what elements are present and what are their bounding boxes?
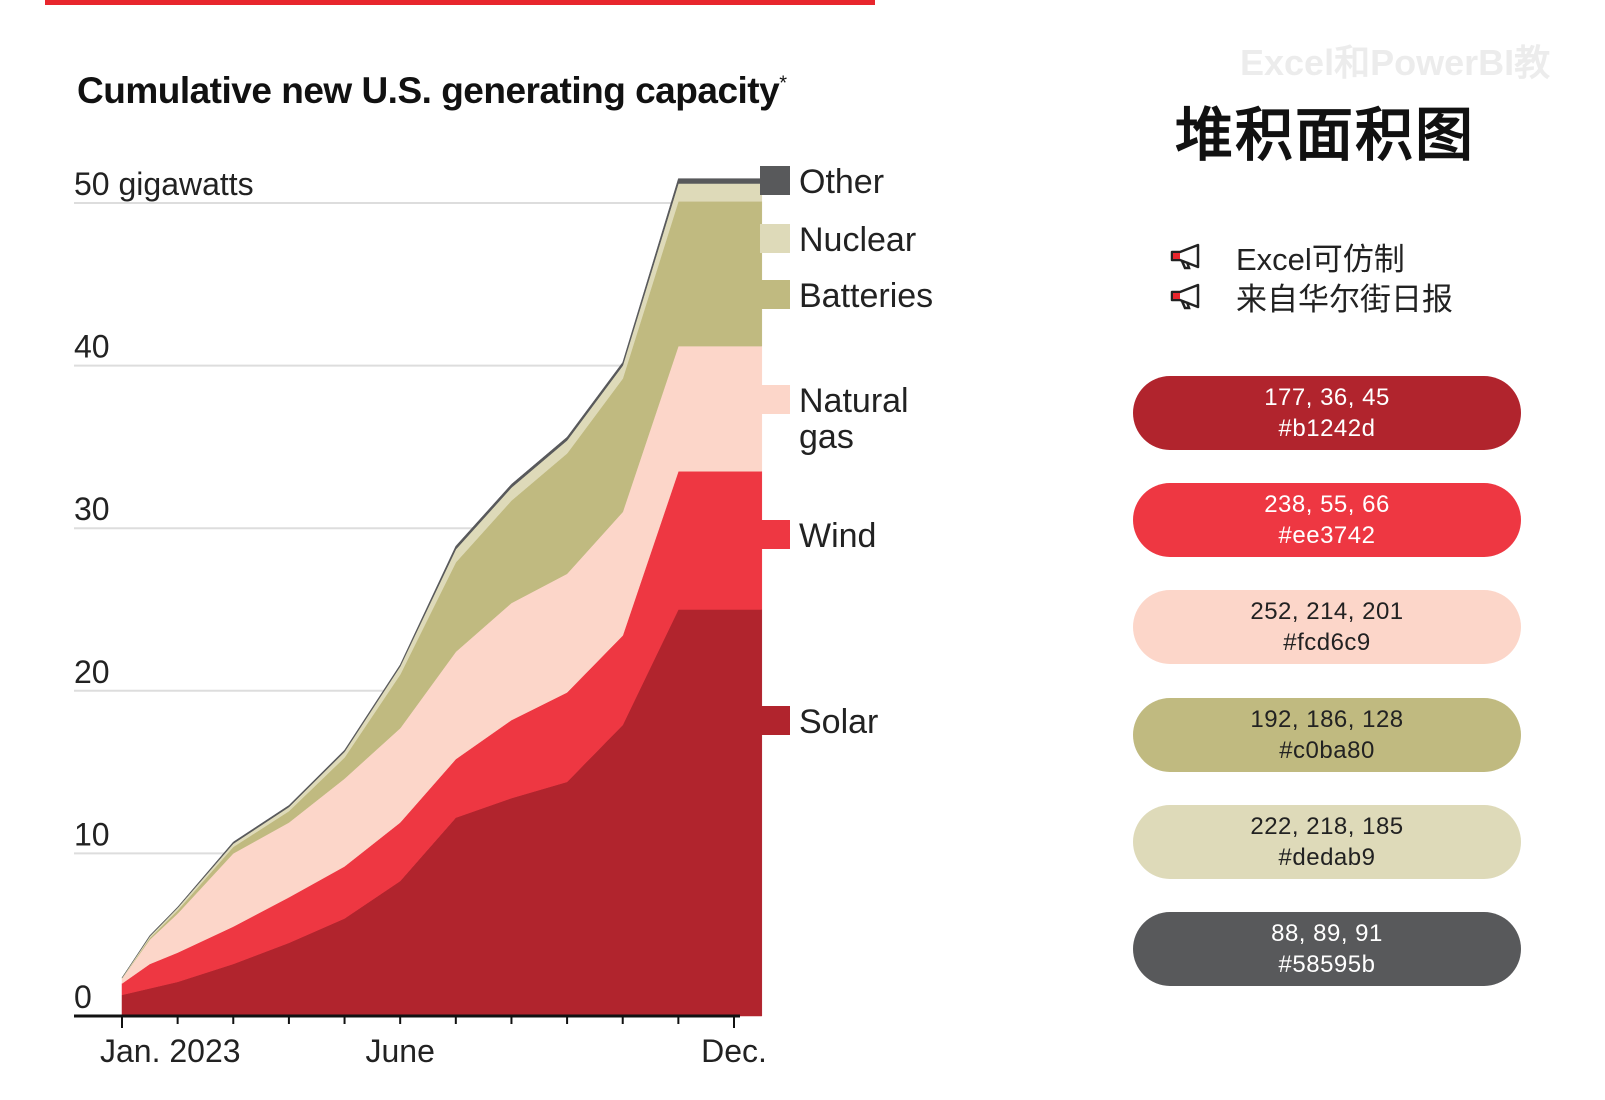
legend-swatch bbox=[760, 280, 790, 309]
megaphone-icon bbox=[1170, 243, 1200, 270]
color-swatch-other: 88, 89, 91 #58595b bbox=[1133, 912, 1521, 986]
swatch-rgb: 192, 186, 128 bbox=[1250, 706, 1404, 733]
y-tick-label: 50 gigawatts bbox=[74, 166, 254, 202]
stacked-area-chart: 0 10 20 30 40 50 gigawatts Jan. 2023 June Dec. Ot… bbox=[74, 163, 933, 1069]
y-tick-label: 40 bbox=[74, 329, 110, 365]
legend-swatch bbox=[760, 385, 790, 414]
swatch-rgb: 222, 218, 185 bbox=[1250, 813, 1404, 840]
y-tick-label: 30 bbox=[74, 491, 110, 527]
swatch-hex: #b1242d bbox=[1278, 415, 1376, 442]
note-text: Excel可仿制 bbox=[1236, 241, 1405, 277]
legend-label: Nuclear bbox=[799, 221, 916, 259]
x-tick-label: Jan. 2023 bbox=[100, 1033, 241, 1069]
top-accent-bar bbox=[45, 0, 875, 5]
chart-title-text: Cumulative new U.S. generating capacity bbox=[77, 70, 780, 111]
swatch-hex: #c0ba80 bbox=[1279, 737, 1375, 764]
note-row-source: 来自华尔街日报 bbox=[1168, 276, 1453, 317]
watermark: Excel和PowerBI教 bbox=[1240, 42, 1551, 83]
swatch-rgb: 177, 36, 45 bbox=[1264, 384, 1390, 411]
y-tick-label: 0 bbox=[74, 979, 92, 1015]
legend-swatch bbox=[760, 706, 790, 735]
legend-label: Wind bbox=[799, 517, 876, 555]
chart-title: Cumulative new U.S. generating capacity* bbox=[77, 70, 787, 112]
color-swatch-solar: 177, 36, 45 #b1242d bbox=[1133, 376, 1521, 450]
legend-swatch bbox=[760, 166, 790, 195]
swatch-rgb: 252, 214, 201 bbox=[1250, 598, 1404, 625]
color-swatch-natural-gas: 252, 214, 201 #fcd6c9 bbox=[1133, 590, 1521, 664]
x-tick-label: Dec. bbox=[701, 1033, 767, 1069]
swatch-hex: #dedab9 bbox=[1278, 844, 1376, 871]
note-row-excel: Excel可仿制 bbox=[1168, 236, 1405, 277]
legend-label: Solar bbox=[799, 703, 878, 741]
y-tick-label: 10 bbox=[74, 816, 110, 852]
swatch-hex: #fcd6c9 bbox=[1283, 629, 1371, 656]
note-text: 来自华尔街日报 bbox=[1236, 281, 1453, 317]
y-tick-label: 20 bbox=[74, 654, 110, 690]
legend-swatch bbox=[760, 520, 790, 549]
swatch-hex: #58595b bbox=[1278, 951, 1376, 978]
color-swatch-batteries: 192, 186, 128 #c0ba80 bbox=[1133, 698, 1521, 772]
x-tick-label: June bbox=[365, 1033, 434, 1069]
swatch-rgb: 238, 55, 66 bbox=[1264, 491, 1390, 518]
legend-label: Batteries bbox=[799, 277, 933, 315]
megaphone-icon bbox=[1170, 283, 1200, 310]
chart-title-footnote-mark: * bbox=[779, 72, 787, 95]
legend-label: gas bbox=[799, 418, 854, 456]
color-swatch-nuclear: 222, 218, 185 #dedab9 bbox=[1133, 805, 1521, 879]
legend-label: Other bbox=[799, 163, 884, 201]
swatch-rgb: 88, 89, 91 bbox=[1271, 920, 1383, 947]
swatch-hex: #ee3742 bbox=[1278, 522, 1376, 549]
color-swatch-wind: 238, 55, 66 #ee3742 bbox=[1133, 483, 1521, 557]
legend-label: Natural bbox=[799, 382, 909, 420]
legend-swatch bbox=[760, 224, 790, 253]
side-title: 堆积面积图 bbox=[1175, 103, 1476, 168]
